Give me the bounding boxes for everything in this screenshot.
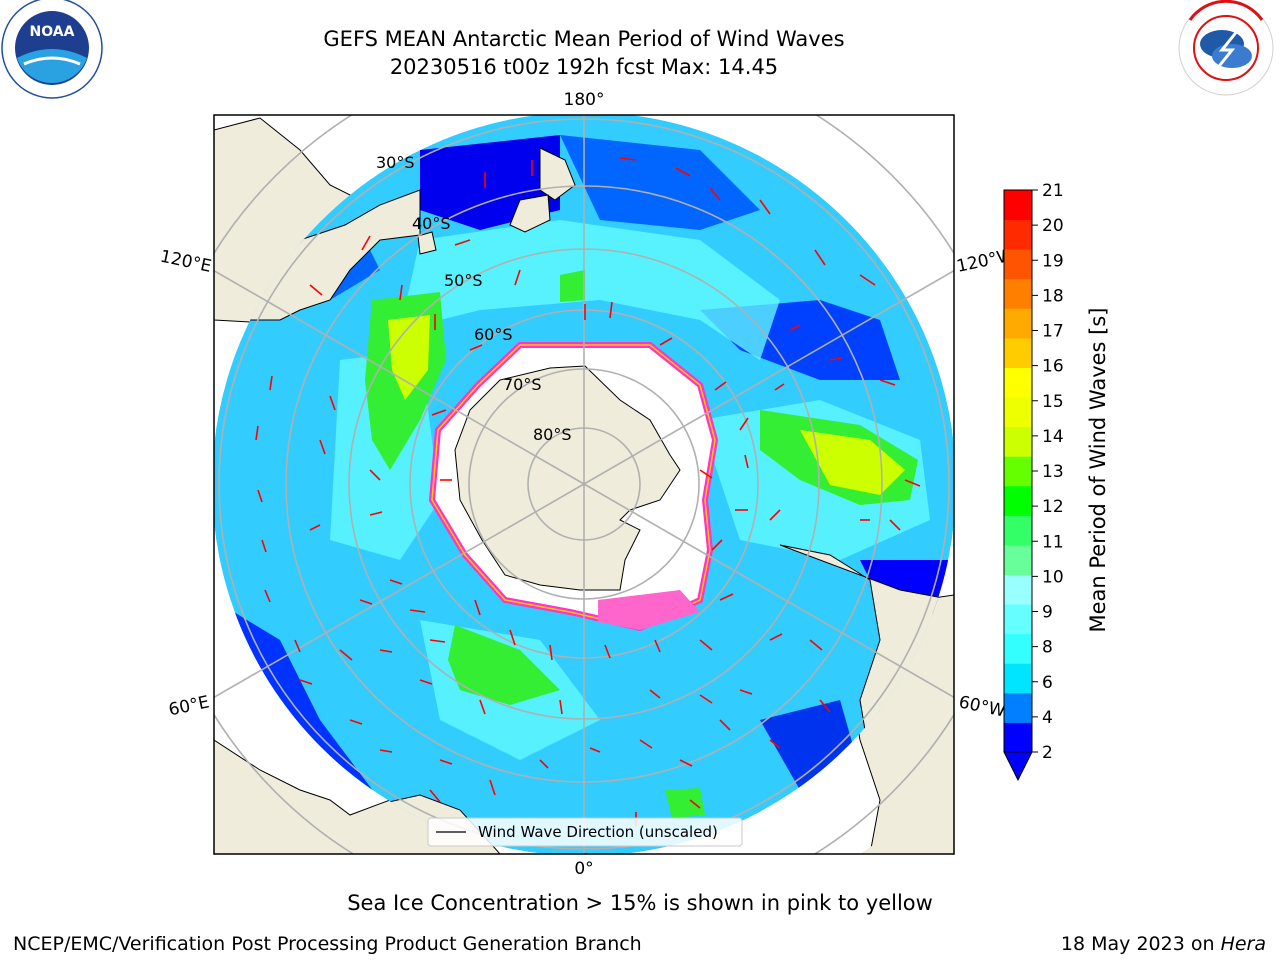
colorbar-label: Mean Period of Wind Waves [s] (1086, 308, 1110, 633)
latitude-label: 50°S (444, 271, 483, 290)
credit-line: NCEP/EMC/Verification Post Processing Pr… (13, 933, 642, 955)
date-line: 18 May 2023 on Hera (1061, 933, 1266, 955)
colorbar-tick-label: 15 (1042, 392, 1064, 412)
meridian-label-0: 0° (574, 859, 593, 879)
colorbar-tick-label: 14 (1042, 427, 1064, 447)
colorbar-segment (1004, 249, 1032, 280)
colorbar-segment (1004, 544, 1032, 576)
colorbar-tick-label: 20 (1042, 216, 1064, 236)
colorbar-segment (1004, 574, 1032, 605)
colorbar-segment (1004, 663, 1032, 694)
wind-wave-arrows (255, 157, 921, 826)
noaa-logo-text: NOAA (30, 24, 75, 40)
colorbar-tick-label: 11 (1042, 532, 1064, 552)
colorbar: 21 20 19 18 17 16 15 14 13 12 11 10 9 8 6 4 2 (1003, 181, 1064, 782)
colorbar-segment (1004, 278, 1032, 309)
latitude-label: 40°S (412, 214, 451, 233)
colorbar-segment (1004, 190, 1032, 221)
nws-logo (1178, 0, 1274, 96)
colorbar-tick-label: 19 (1042, 251, 1064, 271)
run-date: 18 May 2023 on (1060, 933, 1215, 955)
latitude-label: 30°S (376, 153, 415, 172)
colorbar-tick-label: 21 (1042, 181, 1064, 201)
colorbar-segment (1004, 485, 1032, 516)
colorbar-tick-label: 16 (1042, 357, 1064, 377)
colorbar-tick-label: 12 (1042, 497, 1064, 517)
colorbar-tick-label: 2 (1042, 743, 1053, 763)
colorbar-segment (1004, 515, 1032, 546)
colorbar-segment (1004, 308, 1032, 339)
noaa-logo: NOAA (1, 0, 103, 99)
latitude-label: 70°S (503, 375, 542, 394)
colorbar-segment (1004, 397, 1032, 428)
colorbar-tick-label: 13 (1042, 462, 1064, 482)
colorbar-tick-label: 8 (1042, 638, 1053, 658)
chart-subtitle: 20230516 t00z 192h fcst Max: 14.45 (389, 55, 779, 79)
colorbar-segment (1004, 426, 1032, 457)
sea-ice-note: Sea Ice Concentration > 15% is shown in … (347, 891, 933, 915)
colorbar-tick-label: 17 (1042, 322, 1064, 342)
meridian-label-180: 180° (564, 90, 605, 110)
colorbar-tick-label: 10 (1042, 567, 1064, 587)
meridian-label-60w: 60°W (957, 692, 1007, 721)
chart-title: GEFS MEAN Antarctic Mean Period of Wind … (323, 27, 845, 51)
map-legend: Wind Wave Direction (unscaled) (427, 817, 743, 847)
colorbar-segment (1004, 604, 1032, 635)
latitude-label: 60°S (474, 325, 513, 344)
colorbar-segment (1004, 722, 1032, 753)
map-legend-label: Wind Wave Direction (unscaled) (478, 823, 718, 841)
map-figure: NOAA (1, 0, 1274, 879)
colorbar-segment (1004, 633, 1032, 664)
latitude-label: 80°S (533, 425, 572, 444)
colorbar-tick-label: 6 (1042, 673, 1053, 693)
graticule (214, 115, 954, 854)
colorbar-tick-label: 9 (1042, 603, 1053, 623)
colorbar-tick-label: 4 (1042, 708, 1053, 728)
meridian-label-60e: 60°E (167, 692, 211, 720)
colorbar-tick-label: 18 (1042, 286, 1064, 306)
colorbar-extend-arrow (1003, 751, 1033, 782)
meridian-label-120e: 120°E (158, 247, 213, 277)
colorbar-segment (1004, 456, 1032, 487)
colorbar-segment (1004, 219, 1032, 250)
colorbar-segment (1004, 692, 1032, 723)
colorbar-segment (1004, 337, 1032, 368)
machine-name: Hera (1220, 933, 1266, 955)
colorbar-segment (1004, 367, 1032, 398)
